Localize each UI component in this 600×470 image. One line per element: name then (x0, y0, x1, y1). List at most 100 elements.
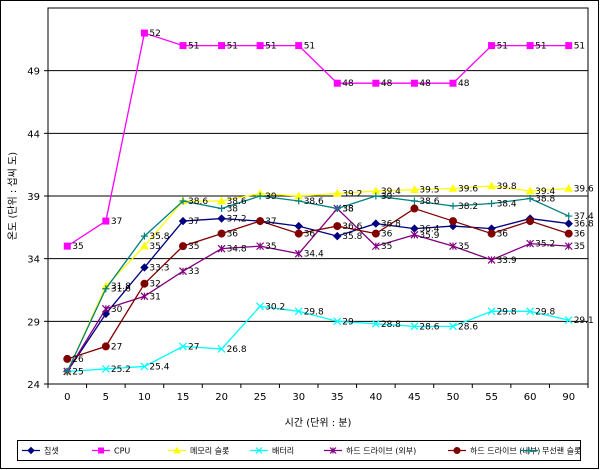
x-tick-label: 20 (215, 392, 228, 403)
data-point (140, 279, 149, 288)
data-point (410, 230, 419, 239)
data-label: 48 (342, 79, 354, 89)
data-point (449, 322, 457, 331)
data-point (488, 200, 496, 208)
legend-label: 하드 드라이브 (내부) (470, 446, 540, 456)
data-label: 36 (574, 230, 586, 240)
data-point (526, 217, 535, 226)
y-axis-title: 온도 (단위 : 섭씨 도) (6, 152, 19, 240)
data-point (410, 185, 419, 194)
series-2 (63, 29, 573, 250)
data-point (256, 192, 264, 200)
data-point (98, 447, 104, 454)
data-point (295, 197, 303, 205)
y-tick-label: 29 (27, 317, 40, 328)
series-6 (63, 204, 573, 363)
data-label: 31.8 (111, 282, 131, 292)
series-line (66, 195, 569, 372)
data-point (256, 302, 265, 311)
data-label: 51 (497, 42, 508, 52)
legend-entry: 배터리 (250, 447, 294, 456)
data-label: 26.8 (227, 345, 247, 355)
data-label: 35 (188, 242, 199, 252)
data-label: 39.4 (535, 187, 555, 197)
data-point (140, 29, 148, 37)
data-label: 35.9 (419, 231, 439, 241)
data-label: 35 (72, 242, 83, 252)
legend-label: 배터리 (272, 447, 294, 456)
data-label: 33.9 (497, 256, 517, 266)
x-tick-label: 0 (64, 392, 70, 403)
data-point (565, 42, 573, 50)
x-tick-label: 45 (408, 392, 421, 403)
data-point (294, 249, 303, 258)
x-tick-label: 55 (485, 392, 498, 403)
data-point (526, 307, 535, 316)
data-point (179, 197, 187, 205)
data-label: 34.8 (227, 245, 247, 255)
data-point (140, 232, 148, 240)
data-label: 36 (381, 230, 393, 240)
y-tick-label: 24 (27, 380, 40, 391)
legend-entry: 하드 드라이브 (내부) (448, 446, 540, 456)
legend-entry: CPU (92, 447, 130, 456)
data-point (333, 205, 341, 213)
data-label: 38 (342, 205, 354, 215)
data-label: 30 (111, 305, 123, 315)
data-label: 36 (304, 230, 316, 240)
data-point (140, 263, 149, 272)
data-point (294, 229, 303, 238)
data-point (564, 242, 573, 251)
data-label: 38.6 (419, 197, 439, 207)
data-point (410, 197, 418, 205)
data-point (179, 342, 187, 351)
data-point (333, 317, 342, 326)
data-point (295, 42, 303, 50)
gridlines (48, 70, 588, 322)
data-point (63, 242, 71, 250)
data-point (102, 217, 110, 225)
data-label: 28.8 (381, 320, 401, 330)
x-tick-label: 40 (369, 392, 382, 403)
series-line (67, 305, 569, 373)
data-point (256, 42, 264, 50)
data-point (371, 229, 380, 238)
data-point (333, 231, 342, 241)
data-point (564, 183, 574, 192)
data-point (63, 354, 72, 363)
data-point (217, 229, 226, 238)
legend-entry: 메모리 슬롯 (168, 446, 229, 456)
data-label: 38.6 (188, 197, 208, 207)
series-group (62, 29, 574, 376)
data-point (487, 181, 496, 190)
data-label: 28.6 (419, 322, 439, 332)
data-point (101, 342, 110, 351)
data-label: 26 (72, 355, 84, 365)
data-label: 29.8 (535, 307, 555, 317)
data-point (179, 242, 187, 251)
data-label: 39 (381, 192, 393, 202)
data-label: 39.5 (419, 186, 439, 196)
data-point (525, 186, 535, 195)
data-point (294, 307, 303, 316)
legend-entry: 하드 드라이브 (외부) (324, 446, 416, 456)
data-point (333, 222, 342, 231)
data-point (449, 202, 457, 210)
series-line (66, 32, 569, 247)
data-label: 27 (111, 342, 122, 352)
legend-label: 무선랜 슬롯 (542, 446, 581, 456)
data-point (564, 219, 573, 228)
data-label: 33.3 (149, 263, 169, 273)
series-line (66, 185, 569, 372)
data-point (218, 42, 226, 50)
data-point (332, 188, 342, 197)
y-tick-label: 39 (27, 192, 40, 203)
series-line (67, 207, 569, 360)
data-point (101, 365, 110, 373)
data-label: 51 (304, 42, 315, 52)
data-label: 51 (188, 42, 199, 52)
data-point (329, 447, 337, 454)
data-point (372, 79, 380, 87)
data-label: 48 (381, 79, 393, 89)
